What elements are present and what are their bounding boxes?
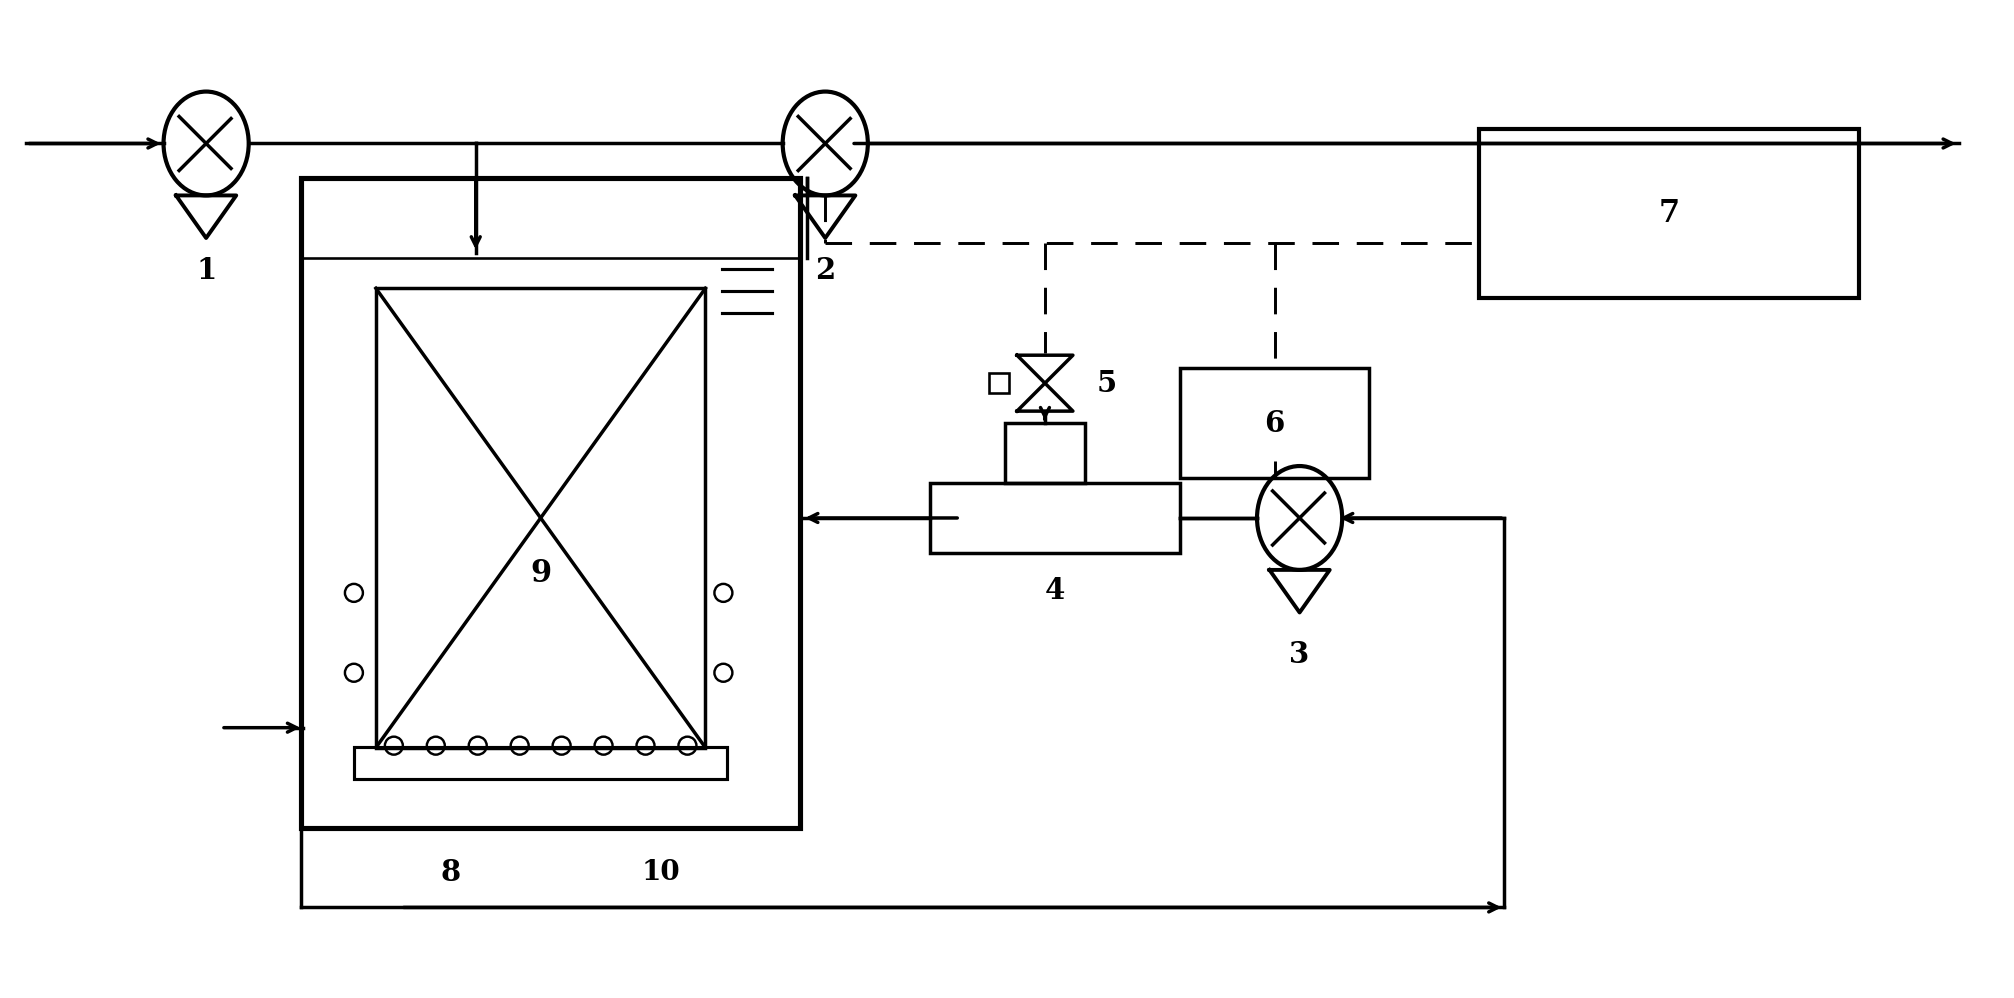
Text: 6: 6 — [1265, 408, 1285, 437]
Text: 10: 10 — [640, 859, 679, 886]
Text: 1: 1 — [195, 255, 215, 284]
Text: 7: 7 — [1658, 198, 1680, 229]
Text: 4: 4 — [1043, 577, 1065, 606]
Bar — [989, 373, 1009, 393]
Text: 2: 2 — [816, 255, 836, 284]
Bar — [377, 288, 705, 748]
Bar — [300, 179, 800, 827]
Text: 9: 9 — [530, 558, 552, 589]
Text: 3: 3 — [1289, 641, 1309, 670]
Bar — [930, 483, 1178, 553]
Text: 8: 8 — [441, 858, 461, 887]
Bar — [1178, 368, 1370, 478]
Bar — [1005, 423, 1084, 483]
Text: 5: 5 — [1096, 368, 1116, 397]
Bar — [1478, 129, 1857, 298]
Bar — [354, 747, 727, 778]
